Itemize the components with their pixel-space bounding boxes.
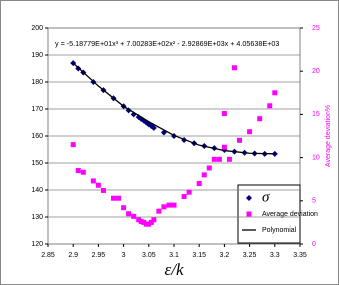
point — [70, 142, 76, 148]
point — [75, 168, 81, 174]
point — [226, 156, 232, 162]
y-tick-label: 160 — [31, 133, 43, 140]
point — [196, 181, 202, 187]
y-tick-label: 200 — [31, 25, 43, 32]
point — [237, 137, 243, 143]
y-tick-label: 180 — [31, 79, 43, 86]
point — [148, 219, 154, 225]
y2-axis-title: Average deviation% — [325, 105, 332, 167]
point — [166, 202, 172, 208]
y2-tick-label: 25 — [312, 25, 320, 32]
y2-tick-label: 20 — [312, 68, 320, 75]
point — [257, 116, 263, 122]
point — [181, 193, 187, 199]
point — [201, 172, 207, 178]
legend-swatch — [246, 195, 252, 201]
y-tick-label: 140 — [31, 187, 43, 194]
y2-tick-label: 5 — [312, 198, 316, 205]
x-tick-label: 2.95 — [92, 252, 106, 259]
point — [138, 219, 144, 225]
point — [143, 221, 149, 227]
point — [267, 103, 273, 109]
point — [171, 202, 177, 208]
x-tick-label: 3.1 — [169, 252, 179, 259]
y-tick-label: 170 — [31, 106, 43, 113]
equation: y = -5.18779E+01x³ + 7.00283E+02x² - 2.9… — [55, 39, 279, 48]
point — [116, 195, 122, 201]
x-tick-label: 2.9 — [68, 252, 78, 259]
x-tick-label: 2.85 — [41, 252, 55, 259]
trend-line — [72, 62, 275, 155]
point — [186, 189, 192, 195]
legend-label: Average deviation — [262, 211, 318, 218]
y-tick-label: 120 — [31, 241, 43, 248]
point — [146, 221, 152, 227]
y2-tick-label: 0 — [312, 241, 316, 248]
point — [131, 213, 137, 219]
x-tick-label: 3.15 — [192, 252, 206, 259]
y2-tick-label: 15 — [312, 111, 320, 118]
x-tick-label: 3.25 — [243, 252, 257, 259]
y-tick-label: 130 — [31, 214, 43, 221]
point — [206, 165, 212, 171]
point — [231, 65, 237, 71]
y-tick-label: 190 — [31, 52, 43, 59]
x-tick-label: 3 — [122, 252, 126, 259]
x-tick-label: 3.3 — [270, 252, 280, 259]
x-axis-title: ε/k — [165, 260, 184, 279]
x-tick-label: 3.2 — [220, 252, 230, 259]
x-tick-label: 3.35 — [293, 252, 307, 259]
point — [150, 124, 157, 131]
point — [111, 195, 117, 201]
point — [156, 208, 162, 214]
legend-swatch — [246, 211, 252, 217]
point — [90, 178, 96, 184]
point — [151, 217, 157, 223]
point — [221, 144, 227, 150]
legend-label: σ — [262, 189, 270, 205]
point — [100, 187, 106, 193]
point — [126, 211, 132, 217]
point — [161, 204, 167, 210]
point — [211, 156, 217, 162]
x-tick-label: 3.05 — [142, 252, 156, 259]
point — [247, 129, 253, 135]
point — [136, 217, 142, 223]
point — [141, 219, 147, 225]
point — [121, 205, 127, 211]
legend-label: Polynomial — [262, 227, 297, 234]
point — [216, 156, 222, 162]
point — [272, 90, 278, 96]
point — [80, 169, 86, 175]
y2-tick-label: 10 — [312, 154, 320, 161]
point — [221, 111, 227, 117]
y-tick-label: 150 — [31, 160, 43, 167]
point — [95, 182, 101, 188]
